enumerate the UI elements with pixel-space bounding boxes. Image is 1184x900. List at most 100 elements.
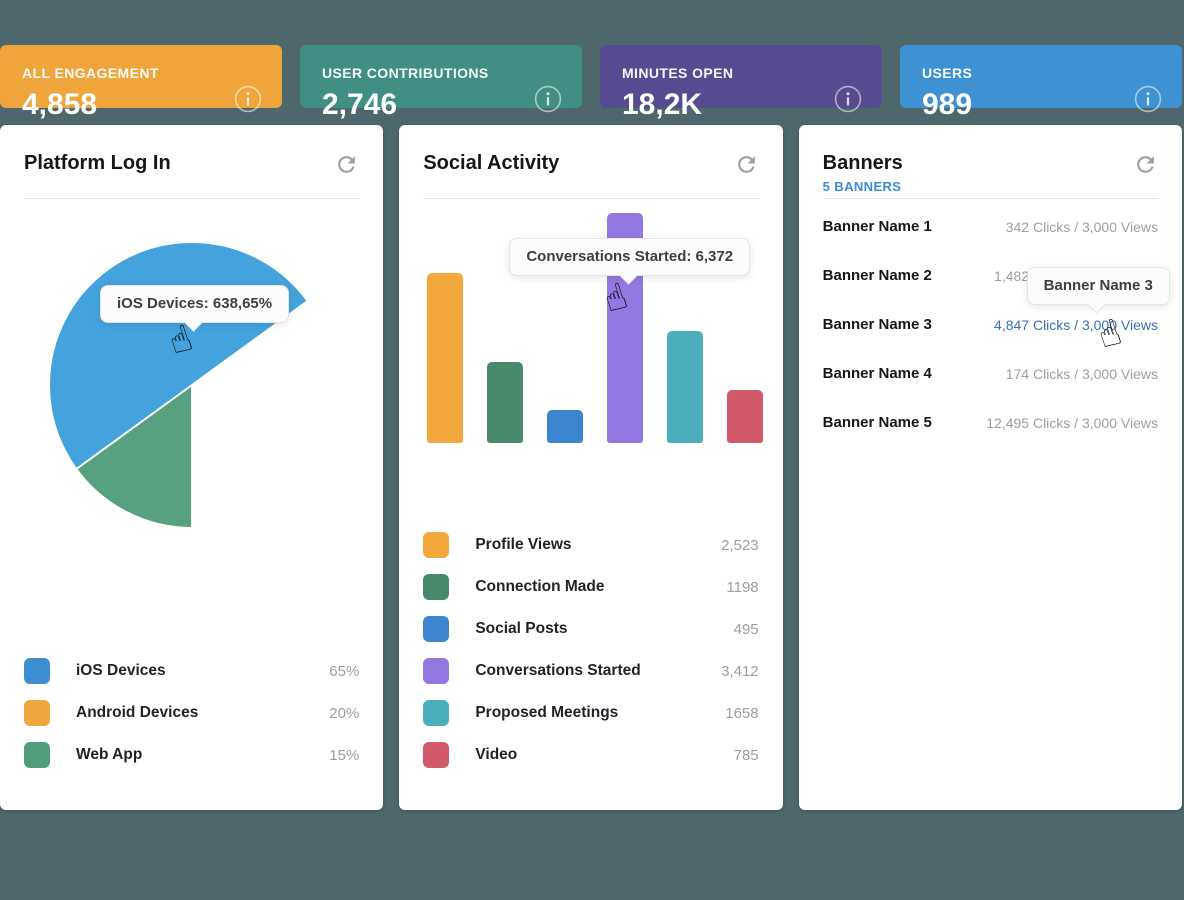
divider [24, 198, 360, 199]
banner-list-item[interactable]: Banner Name 3 4,847 Clicks / 3,000 Views [799, 300, 1182, 349]
banner-stats-link[interactable]: 174 Clicks / 3,000 Views [1005, 365, 1158, 382]
legend-item[interactable]: Conversations Started 3,412 [423, 650, 759, 692]
bar-legend: Profile Views 2,523 Connection Made 1198… [423, 524, 759, 776]
platform-login-panel: Platform Log In iOS Devices: 638,65% ☝ i… [0, 125, 384, 810]
banners-count-subtitle[interactable]: 5 BANNERS [822, 179, 902, 194]
stat-card: USERS 989 [900, 45, 1182, 121]
legend-item[interactable]: Android Devices 20% [24, 692, 359, 734]
pie-legend: iOS Devices 65% Android Devices 20% Web … [24, 650, 359, 776]
stat-card: USER CONTRIBUTIONS 2,746 [300, 45, 582, 121]
legend-label: Conversations Started [475, 662, 641, 679]
legend-item[interactable]: Video 785 [423, 734, 759, 776]
bar-video[interactable] [727, 390, 764, 443]
legend-value: 3,412 [721, 662, 759, 680]
panel-title: Banners [822, 152, 903, 174]
legend-color-swatch [423, 616, 450, 642]
info-icon[interactable] [1134, 85, 1162, 113]
divider [423, 198, 759, 199]
banner-name: Banner Name 1 [822, 218, 932, 235]
legend-item[interactable]: Connection Made 1198 [423, 566, 759, 608]
legend-label: iOS Devices [76, 662, 166, 679]
banner-list-item[interactable]: Banner Name 1 342 Clicks / 3,000 Views [799, 202, 1182, 251]
stat-card: ALL ENGAGEMENT 4,858 [0, 45, 282, 121]
legend-value: 785 [733, 746, 759, 764]
legend-label: Android Devices [76, 704, 199, 721]
legend-item[interactable]: Profile Views 2,523 [423, 524, 759, 566]
divider [822, 198, 1158, 199]
stat-card-label: MINUTES OPEN [622, 65, 734, 81]
stat-cards-row: ALL ENGAGEMENT 4,858 USER CONTRIBUTIONS … [0, 0, 1184, 121]
banner-stats-link[interactable]: 4,847 Clicks / 3,000 Views [994, 316, 1158, 333]
stat-card-value: 2,746 [322, 88, 398, 121]
info-icon[interactable] [834, 85, 862, 113]
legend-label: Connection Made [475, 578, 605, 595]
banners-header: Banners 5 BANNERS [799, 125, 1182, 197]
legend-color-swatch [24, 742, 50, 768]
bar-profile-views[interactable] [427, 273, 464, 443]
banner-list-item[interactable]: Banner Name 5 12,495 Clicks / 3,000 View… [799, 398, 1182, 447]
legend-color-swatch [24, 700, 50, 726]
banner-name: Banner Name 2 [822, 267, 932, 284]
legend-value: 495 [733, 620, 759, 638]
legend-label: Proposed Meetings [475, 704, 619, 721]
banners-panel: Banners 5 BANNERS Banner Name 1 342 Clic… [798, 125, 1182, 810]
banner-stats-link[interactable]: 342 Clicks / 3,000 Views [1005, 218, 1158, 235]
info-icon[interactable] [534, 85, 562, 113]
dashboard-panels-row: Platform Log In iOS Devices: 638,65% ☝ i… [0, 125, 1184, 810]
legend-value: 1658 [725, 704, 759, 722]
legend-item[interactable]: Social Posts 495 [423, 608, 759, 650]
legend-item[interactable]: Proposed Meetings 1658 [423, 692, 759, 734]
legend-color-swatch [24, 658, 50, 684]
legend-color-swatch [423, 742, 450, 768]
pie-chart [47, 241, 309, 529]
legend-label: Social Posts [475, 620, 568, 637]
banner-name: Banner Name 3 [822, 316, 932, 333]
pie-tooltip-text: iOS Devices: 638,65% [117, 295, 273, 312]
bar-tooltip: Conversations Started: 6,372 [509, 238, 751, 276]
bar-proposed-meetings[interactable] [667, 331, 704, 443]
legend-value: 15% [329, 746, 360, 764]
bar-chart [427, 213, 764, 443]
banner-tooltip: Banner Name 3 [1026, 267, 1170, 305]
stat-card-value: 18,2K [622, 88, 703, 121]
banner-tooltip-text: Banner Name 3 [1043, 277, 1153, 294]
banner-list-item[interactable]: Banner Name 4 174 Clicks / 3,000 Views [799, 349, 1182, 398]
legend-item[interactable]: iOS Devices 65% [24, 650, 359, 692]
stat-card-label: ALL ENGAGEMENT [22, 65, 159, 81]
refresh-icon[interactable] [734, 152, 759, 177]
stat-card: MINUTES OPEN 18,2K [600, 45, 882, 121]
social-activity-header: Social Activity [399, 125, 782, 197]
panel-title: Platform Log In [24, 152, 171, 174]
platform-login-header: Platform Log In [0, 125, 383, 197]
legend-value: 1198 [726, 578, 759, 596]
legend-label: Profile Views [475, 536, 572, 553]
bar-connection-made[interactable] [487, 362, 524, 443]
bar-tooltip-text: Conversations Started: 6,372 [526, 248, 734, 265]
pie-tooltip: iOS Devices: 638,65% [100, 285, 290, 323]
stat-card-label: USERS [922, 65, 973, 81]
banner-list: Banner Name 1 342 Clicks / 3,000 Views B… [799, 202, 1182, 447]
legend-value: 2,523 [721, 536, 759, 554]
bar-social-posts[interactable] [547, 410, 584, 443]
banner-name: Banner Name 4 [822, 365, 932, 382]
banner-name: Banner Name 5 [822, 414, 932, 431]
pie-slice-web-app[interactable] [74, 384, 193, 529]
legend-item[interactable]: Web App 15% [24, 734, 359, 776]
info-icon[interactable] [234, 85, 262, 113]
legend-value: 20% [329, 704, 360, 722]
refresh-icon[interactable] [1133, 152, 1158, 177]
legend-value: 65% [329, 662, 360, 680]
stat-card-value: 4,858 [22, 88, 98, 121]
banner-stats-link[interactable]: 12,495 Clicks / 3,000 Views [986, 414, 1158, 431]
refresh-icon[interactable] [334, 152, 359, 177]
legend-color-swatch [423, 532, 450, 558]
pie-chart-area [0, 239, 383, 531]
legend-color-swatch [423, 658, 450, 684]
legend-label: Web App [76, 746, 143, 763]
social-activity-panel: Social Activity Conversations Started: 6… [399, 125, 783, 810]
legend-color-swatch [423, 700, 450, 726]
legend-label: Video [475, 746, 518, 763]
legend-color-swatch [423, 574, 450, 600]
stat-card-value: 989 [922, 88, 973, 121]
panel-title: Social Activity [423, 152, 560, 174]
